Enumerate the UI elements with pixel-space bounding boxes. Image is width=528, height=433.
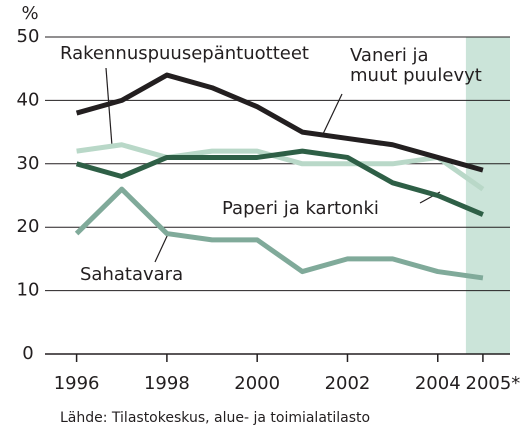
highlight-band bbox=[465, 37, 510, 354]
leader-line bbox=[154, 233, 169, 263]
x-tick-label: 1996 bbox=[54, 373, 100, 394]
x-tick-label: 1998 bbox=[144, 373, 190, 394]
y-axis-label: % bbox=[21, 3, 38, 24]
series-line bbox=[75, 148, 484, 217]
leader-line bbox=[105, 67, 113, 147]
series-line bbox=[76, 142, 485, 192]
x-tick-label: 2000 bbox=[234, 373, 280, 394]
series-line bbox=[74, 186, 484, 281]
y-tick-label: 40 bbox=[17, 89, 40, 110]
y-tick-label: 10 bbox=[17, 280, 40, 301]
series-label: Paperi ja kartonki bbox=[222, 198, 379, 219]
series-label: Sahatavara bbox=[80, 264, 184, 285]
series-label: Rakennuspuusepäntuotteet bbox=[60, 43, 309, 64]
source: Lähde: Tilastokeskus, alue- ja toimialat… bbox=[60, 410, 370, 426]
x-tick-label: 2002 bbox=[325, 373, 371, 394]
y-tick-label: 0 bbox=[22, 343, 33, 364]
series-line bbox=[75, 72, 484, 173]
y-tick-label: 30 bbox=[17, 153, 40, 174]
y-tick-label: 50 bbox=[17, 26, 40, 47]
y-tick-label: 20 bbox=[17, 216, 40, 237]
leader-line bbox=[322, 93, 343, 135]
x-tick-label: 2004 bbox=[415, 373, 461, 394]
x-tick-label: 2005* bbox=[466, 373, 521, 394]
series-label: Vaneri ja muut puulevyt bbox=[350, 45, 482, 86]
